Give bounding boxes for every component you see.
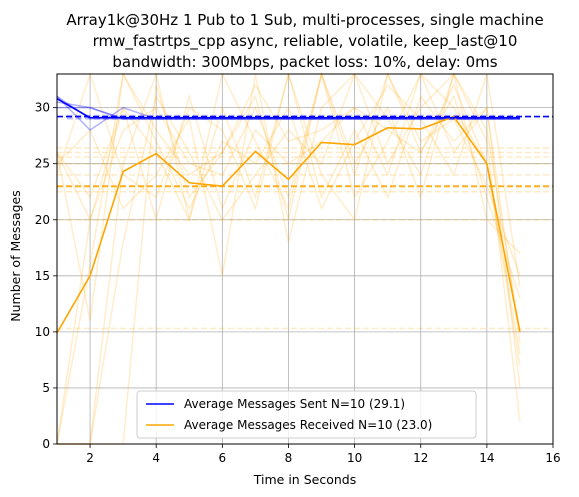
series-line-sent [56,97,520,119]
title-line-3: bandwidth: 300Mbps, packet loss: 10%, de… [112,53,497,71]
run-line-received [56,71,521,445]
title-line-2: rmw_fastrtps_cpp async, reliable, volati… [93,32,518,51]
y-tick-label: 5 [42,381,50,395]
legend: Average Messages Sent N=10 (29.1) Averag… [136,390,477,439]
y-tick-label: 30 [35,101,50,115]
run-line-received [56,72,521,422]
x-tick-label: 10 [347,451,362,465]
plot-frame [56,73,554,445]
x-tick-label: 6 [219,451,227,465]
x-tick-label: 14 [479,451,494,465]
y-axis-label: Number of Messages [8,190,23,322]
run-line-received [56,71,521,355]
legend-box [136,390,477,439]
run-line-received [57,71,521,445]
run-line-received [57,71,521,445]
x-axis-label: Time in Seconds [253,472,356,487]
chart-title: Array1k@30Hz 1 Pub to 1 Sub, multi-proce… [66,11,543,71]
average-series [56,97,521,334]
x-tick-label: 12 [413,451,428,465]
y-tick-label: 10 [35,325,50,339]
mean-lines [57,114,553,330]
grid [57,74,554,445]
run-line-received [56,71,521,366]
y-tick-label: 25 [35,157,50,171]
axis-ticks: 2 4 6 8 10 12 14 16 0 5 10 15 20 25 30 [35,101,561,465]
y-tick-label: 20 [35,213,50,227]
run-line-sent [57,106,520,120]
legend-label-received: Average Messages Received N=10 (23.0) [184,418,432,432]
series-line-received [56,115,521,334]
run-line-sent [56,95,520,120]
x-tick-label: 16 [545,451,560,465]
run-line-sent [56,101,520,120]
x-tick-label: 2 [86,451,94,465]
title-line-1: Array1k@30Hz 1 Pub to 1 Sub, multi-proce… [66,11,543,29]
run-line-sent [56,95,520,132]
x-tick-label: 8 [285,451,293,465]
run-line-received [56,71,521,344]
x-tick-label: 4 [152,451,160,465]
run-line-received [56,71,521,445]
legend-label-sent: Average Messages Sent N=10 (29.1) [184,397,405,411]
y-tick-label: 0 [42,437,50,451]
y-tick-label: 15 [35,269,50,283]
